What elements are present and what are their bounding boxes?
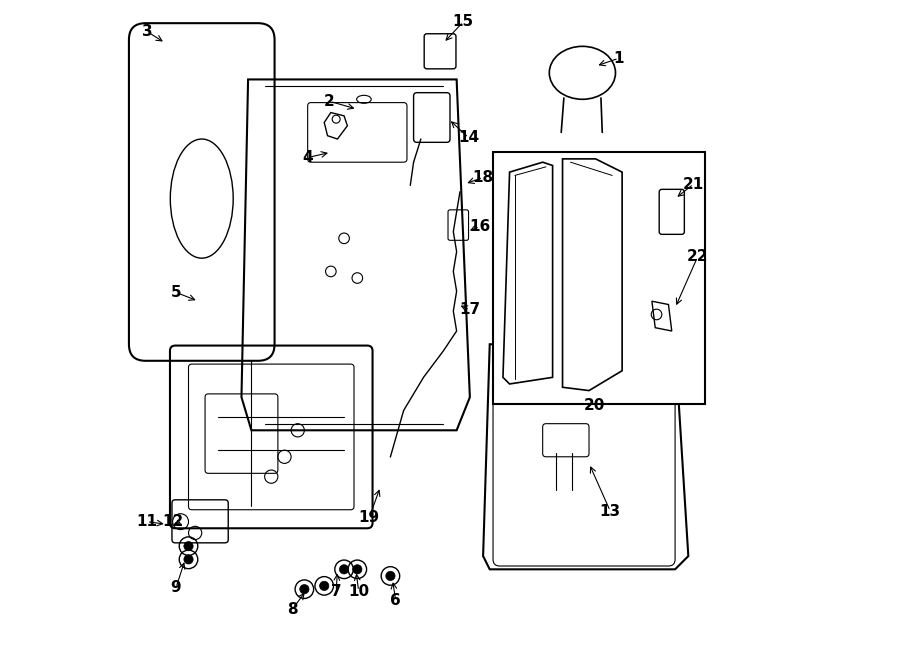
- Circle shape: [320, 581, 328, 591]
- Text: 17: 17: [459, 303, 481, 317]
- Text: 15: 15: [453, 15, 473, 29]
- Text: 8: 8: [287, 602, 298, 616]
- Text: 13: 13: [599, 504, 621, 518]
- Text: 21: 21: [683, 177, 704, 191]
- Text: 19: 19: [359, 510, 380, 525]
- Text: 7: 7: [331, 584, 341, 598]
- Text: 18: 18: [472, 170, 494, 185]
- Circle shape: [353, 565, 362, 574]
- Text: 9: 9: [171, 581, 181, 595]
- Text: 12: 12: [163, 514, 184, 529]
- FancyBboxPatch shape: [493, 152, 705, 404]
- Text: 6: 6: [391, 593, 401, 608]
- Text: 22: 22: [687, 250, 708, 264]
- Circle shape: [184, 542, 194, 551]
- Text: 20: 20: [583, 398, 605, 412]
- Text: 2: 2: [324, 94, 335, 109]
- Text: 16: 16: [469, 219, 491, 234]
- Circle shape: [184, 555, 194, 564]
- Circle shape: [300, 585, 309, 594]
- Circle shape: [339, 565, 348, 574]
- Text: 1: 1: [614, 51, 624, 66]
- Text: 14: 14: [458, 130, 479, 145]
- Text: 11: 11: [136, 514, 158, 529]
- Text: 4: 4: [302, 150, 313, 165]
- Circle shape: [386, 571, 395, 581]
- Text: 10: 10: [348, 584, 369, 598]
- Text: 5: 5: [171, 285, 182, 300]
- Text: 3: 3: [142, 24, 153, 39]
